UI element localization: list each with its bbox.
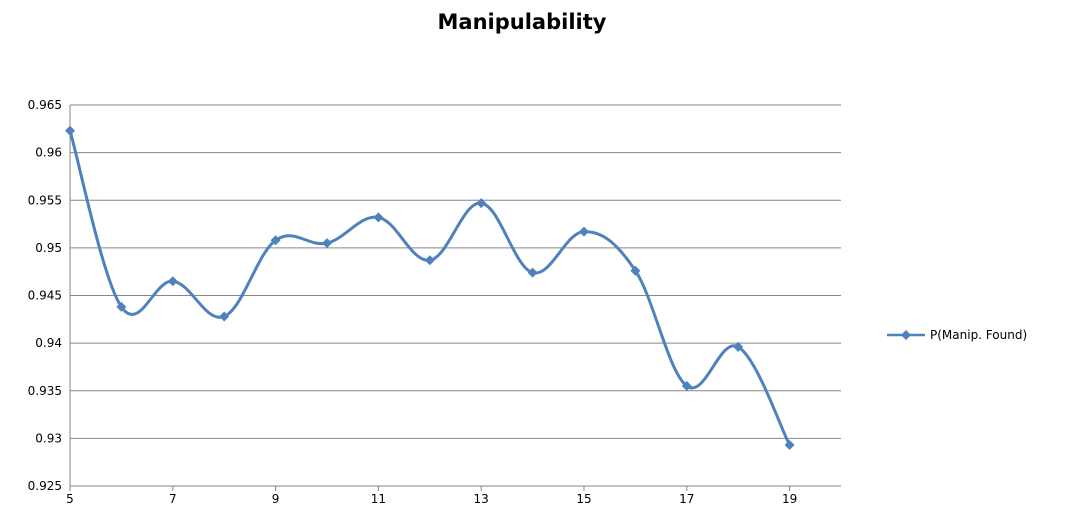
data-point — [116, 301, 127, 312]
series-group — [65, 125, 795, 451]
data-point — [476, 198, 487, 209]
data-point — [424, 255, 435, 266]
y-tick-label: 0.95 — [35, 241, 62, 255]
x-tick-label: 7 — [169, 492, 177, 506]
data-point — [579, 226, 589, 237]
data-point — [784, 440, 795, 451]
y-tick-label: 0.935 — [28, 384, 62, 398]
gridlines — [70, 104, 841, 439]
data-point — [630, 265, 641, 276]
data-point — [322, 238, 332, 249]
y-tick-label: 0.93 — [35, 431, 62, 445]
legend-marker-sample — [901, 330, 911, 340]
data-point — [373, 212, 384, 223]
data-point — [270, 235, 281, 246]
series-line — [68, 130, 791, 446]
data-point — [167, 276, 178, 287]
x-tick-label: 17 — [679, 492, 694, 506]
y-tick-label: 0.955 — [28, 193, 62, 207]
y-tick-label: 0.94 — [35, 336, 62, 350]
axes — [69, 105, 841, 491]
y-tick-labels: 0.925 0.93 0.935 0.94 0.945 0.95 0.955 0.96 0.96… — [28, 98, 62, 493]
legend: P(Manip. Found) — [887, 328, 1027, 342]
x-tick-label: 9 — [272, 492, 280, 506]
data-point — [733, 341, 744, 352]
chart-title: Manipulability — [438, 10, 607, 34]
x-tick-label: 5 — [66, 492, 74, 506]
x-tick-label: 15 — [576, 492, 591, 506]
y-tick-label: 0.965 — [28, 98, 62, 112]
x-tick-label: 19 — [782, 492, 797, 506]
y-tick-label: 0.945 — [28, 289, 62, 303]
x-tick-labels: 5 7 9 11 13 15 17 19 — [66, 492, 797, 506]
data-point — [65, 125, 75, 136]
legend-label: P(Manip. Found) — [930, 328, 1027, 342]
x-tick-label: 11 — [371, 492, 386, 506]
y-tick-label: 0.96 — [35, 146, 62, 160]
y-tick-label: 0.925 — [28, 479, 62, 493]
data-point — [219, 311, 230, 322]
x-tick-label: 13 — [474, 492, 489, 506]
data-point — [681, 380, 692, 391]
data-point — [527, 267, 538, 278]
